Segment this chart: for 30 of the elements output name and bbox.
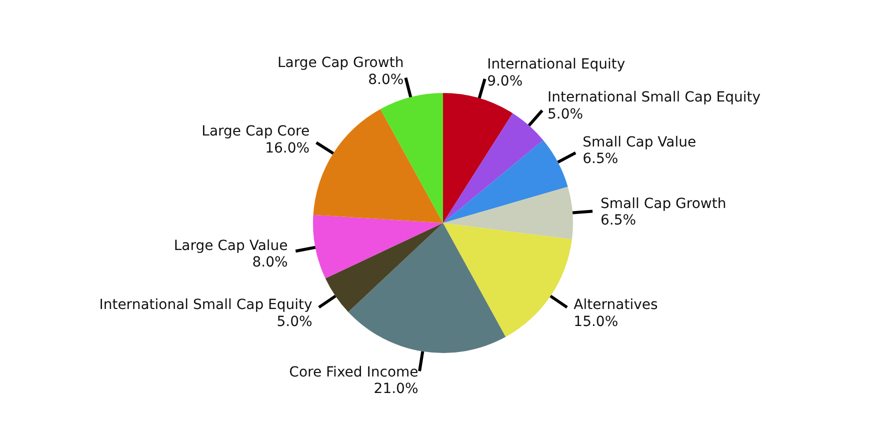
data-label: 8.0% (252, 254, 288, 271)
slice-label: Small Cap Growth (600, 196, 726, 212)
slice-label: Large Cap Growth (277, 55, 404, 72)
data-label: 5.0% (276, 314, 312, 330)
data-label: 21.0% (374, 381, 418, 398)
pie-slice (443, 140, 568, 223)
pie-slice (325, 223, 443, 312)
slice-label: International Small Cap Equity (99, 297, 312, 314)
data-label: 16.0% (265, 140, 310, 156)
data-label: 6.5% (600, 212, 636, 229)
data-label: 9.0% (487, 73, 523, 90)
data-label: 5.0% (547, 106, 584, 122)
pie-slice (443, 113, 544, 223)
pie-slice (380, 93, 443, 223)
pie-slice (443, 93, 513, 223)
slice-label: Small Cap Value (582, 134, 696, 150)
pie-slice (443, 186, 573, 240)
data-label: 6.5% (582, 151, 618, 168)
slice-label: Large Cap Value (174, 238, 288, 254)
data-label: 8.0% (368, 72, 404, 88)
slice-label: International Equity (487, 56, 626, 72)
pie-slice (348, 223, 506, 353)
slice-label: Large Cap Core (202, 124, 310, 140)
pie-slice (443, 223, 572, 337)
pie-slice (313, 214, 443, 278)
data-label: 15.0% (574, 314, 618, 330)
pie-slice (313, 109, 443, 223)
slice-label: International Small Cap Equity (547, 90, 761, 106)
slice-label: Alternatives (574, 297, 658, 314)
slice-label: Core Fixed Income (289, 364, 418, 380)
